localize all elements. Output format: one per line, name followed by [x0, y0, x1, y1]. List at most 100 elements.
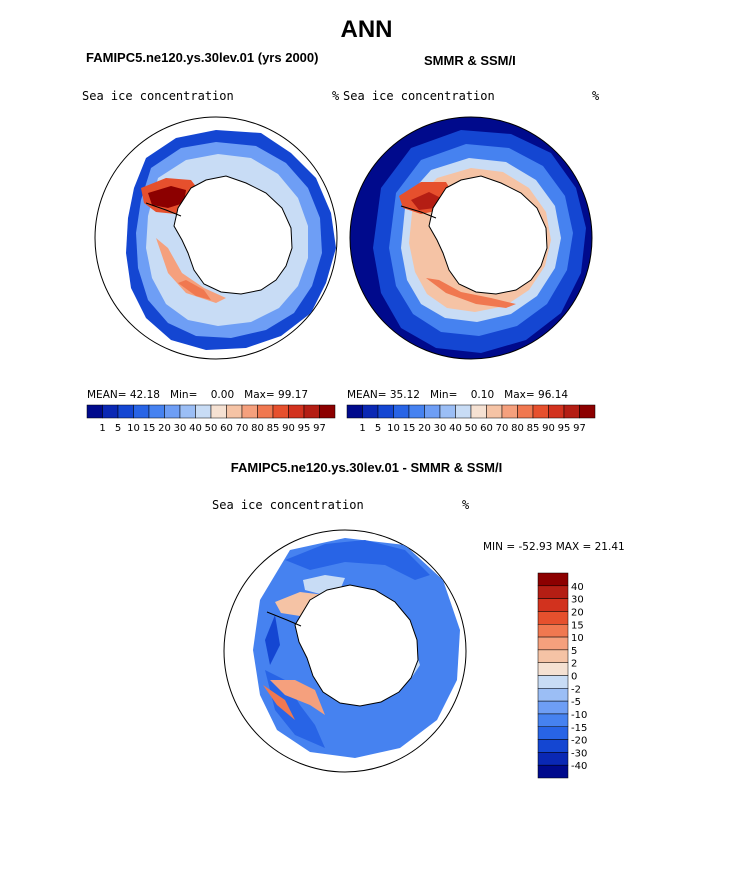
difference-colorbar-swatch: [537, 598, 569, 612]
difference-colorbar-swatch: [537, 764, 569, 779]
obs-colorbar-swatch: [486, 404, 503, 419]
obs-sea-ice-map: [349, 116, 593, 360]
model-colorbar-tick-label: 15: [143, 423, 156, 434]
model-colorbar-swatch: [319, 404, 336, 419]
model-colorbar: 1 5 10 15 20 30 40 50 60 70 80 85 90 95 97: [86, 404, 336, 434]
model-colorbar-swatch: [272, 404, 289, 419]
obs-colorbar: 1 5 10 15 20 30 40 50 60 70 80 85 90 95 97: [346, 404, 596, 434]
obs-variable-label: Sea ice concentration: [343, 89, 495, 103]
model-colorbar-swatch: [226, 404, 243, 419]
difference-colorbar-tick-label: -5: [571, 697, 581, 708]
obs-colorbar-tick-label: 85: [527, 423, 540, 434]
model-colorbar-swatch: [117, 404, 134, 419]
obs-stats: MEAN= 35.12 Min= 0.10 Max= 96.14: [347, 389, 568, 401]
difference-colorbar-tick-label: 15: [571, 620, 584, 631]
model-colorbar-swatch: [148, 404, 165, 419]
obs-colorbar-tick-label: 60: [480, 423, 493, 434]
obs-colorbar-tick-label: 20: [418, 423, 431, 434]
model-colorbar-swatch: [257, 404, 274, 419]
difference-colorbar-swatch: [537, 572, 569, 587]
obs-colorbar-tick-label: 80: [511, 423, 524, 434]
difference-colorbar-tick-label: 10: [571, 633, 584, 644]
difference-colorbar-tick-label: 0: [571, 672, 577, 683]
difference-colorbar-tick-label: -15: [571, 723, 587, 734]
model-colorbar-tick-label: 70: [236, 423, 249, 434]
obs-max-label: Max=: [504, 389, 535, 401]
model-colorbar-swatch: [241, 404, 258, 419]
model-stats: MEAN= 42.18 Min= 0.00 Max= 99.17: [87, 389, 308, 401]
obs-colorbar-tick-label: 10: [387, 423, 400, 434]
difference-min-label: MIN =: [483, 541, 516, 553]
obs-colorbar-swatch: [408, 404, 425, 419]
obs-colorbar-swatch: [439, 404, 456, 419]
obs-colorbar-swatch: [362, 404, 379, 419]
obs-colorbar-tick-label: 70: [496, 423, 509, 434]
obs-colorbar-swatch: [579, 404, 596, 419]
model-colorbar-tick-label: 80: [251, 423, 264, 434]
difference-colorbar-swatch: [537, 713, 569, 727]
page-title: ANN: [340, 16, 393, 43]
model-max-value: 99.17: [278, 389, 309, 401]
obs-colorbar-tick-label: 95: [558, 423, 571, 434]
difference-colorbar-tick-label: -20: [571, 736, 587, 747]
difference-colorbar-swatch: [537, 752, 569, 766]
model-colorbar-tick-label: 97: [313, 423, 326, 434]
model-colorbar-tick-label: 1: [99, 423, 105, 434]
model-colorbar-swatch: [102, 404, 119, 419]
obs-mean-value: 35.12: [389, 389, 420, 401]
obs-colorbar-swatch: [501, 404, 518, 419]
model-colorbar-tick-label: 5: [115, 423, 121, 434]
obs-colorbar-swatch: [346, 404, 363, 419]
model-mean-value: 42.18: [129, 389, 160, 401]
obs-colorbar-swatch: [455, 404, 472, 419]
difference-colorbar-swatch: [537, 700, 569, 715]
difference-colorbar-tick-label: 2: [571, 659, 577, 670]
obs-colorbar-swatch: [470, 404, 487, 419]
model-min-label: Min=: [169, 389, 198, 401]
model-colorbar-tick-label: 50: [205, 423, 218, 434]
model-colorbar-swatch: [179, 404, 196, 419]
model-panel-heading: FAMIPC5.ne120.ys.30lev.01 (yrs 2000): [86, 50, 319, 65]
model-colorbar-swatch: [303, 404, 320, 419]
model-mean-label: MEAN=: [87, 389, 127, 401]
model-colorbar-swatch: [288, 404, 305, 419]
difference-colorbar-swatch: [537, 624, 569, 638]
obs-colorbar-tick-label: 40: [449, 423, 462, 434]
model-colorbar-tick-label: 60: [220, 423, 233, 434]
model-colorbar-swatch: [210, 404, 227, 419]
model-colorbar-tick-label: 85: [267, 423, 280, 434]
model-colorbar-tick-label: 10: [127, 423, 140, 434]
difference-sea-ice-map: [223, 529, 467, 773]
obs-colorbar-swatch: [548, 404, 565, 419]
difference-colorbar-tick-label: 30: [571, 595, 584, 606]
difference-colorbar-tick-label: 5: [571, 646, 577, 657]
obs-colorbar-swatch: [424, 404, 441, 419]
difference-colorbar-swatch: [537, 611, 569, 625]
difference-colorbar-tick-label: 20: [571, 607, 584, 618]
difference-variable-label: Sea ice concentration: [212, 498, 364, 512]
difference-max-value: 21.41: [594, 541, 625, 553]
obs-colorbar-swatch: [532, 404, 549, 419]
difference-colorbar-swatch: [537, 688, 569, 702]
obs-mean-label: MEAN=: [347, 389, 387, 401]
difference-max-label: MAX =: [555, 541, 592, 553]
model-colorbar-tick-label: 20: [158, 423, 171, 434]
model-variable-label: Sea ice concentration: [82, 89, 234, 103]
difference-colorbar-swatch: [537, 649, 569, 663]
obs-colorbar-tick-label: 5: [375, 423, 381, 434]
difference-colorbar-swatch: [537, 636, 569, 651]
difference-minmax: MIN = -52.93 MAX = 21.41: [483, 541, 625, 553]
obs-colorbar-swatch: [563, 404, 580, 419]
difference-colorbar-swatch: [537, 675, 569, 689]
model-colorbar-tick-label: 90: [282, 423, 295, 434]
obs-colorbar-tick-label: 15: [403, 423, 416, 434]
difference-colorbar-swatch: [537, 662, 569, 676]
obs-colorbar-tick-label: 50: [465, 423, 478, 434]
model-sea-ice-map: [94, 116, 338, 360]
obs-colorbar-tick-label: 30: [434, 423, 447, 434]
obs-units-label: %: [592, 89, 600, 103]
model-colorbar-swatch: [86, 404, 103, 419]
difference-min-value: -52.93: [518, 541, 553, 553]
obs-max-value: 96.14: [538, 389, 569, 401]
